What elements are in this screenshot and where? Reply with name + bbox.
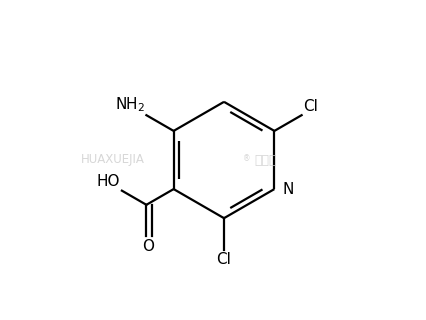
Text: Cl: Cl xyxy=(303,99,318,114)
Text: O: O xyxy=(142,239,154,254)
Text: N: N xyxy=(282,181,294,196)
Text: Cl: Cl xyxy=(216,252,231,267)
Text: ®: ® xyxy=(243,154,250,163)
Text: NH$_2$: NH$_2$ xyxy=(115,95,145,114)
Text: 化学加: 化学加 xyxy=(254,154,276,166)
Text: HUAXUEJIA: HUAXUEJIA xyxy=(81,154,145,166)
Text: HO: HO xyxy=(97,174,120,189)
